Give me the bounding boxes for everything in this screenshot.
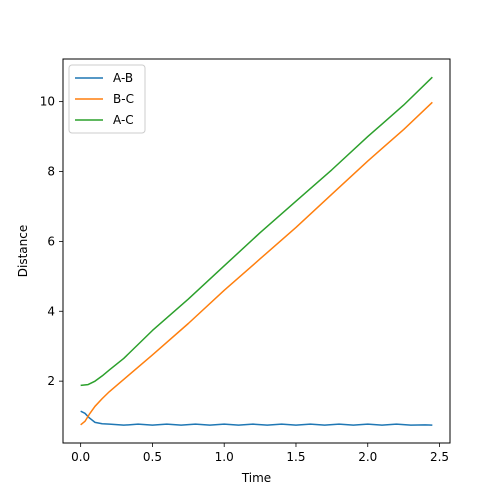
y-tick-label: 10 xyxy=(40,95,55,109)
series-line-a-c xyxy=(80,76,433,387)
series-line-a-b xyxy=(80,410,433,426)
x-tick-label: 0.0 xyxy=(71,450,90,464)
plot-frame xyxy=(62,58,451,444)
y-tick-label: 4 xyxy=(47,304,55,318)
legend-box xyxy=(68,64,146,134)
series-layer xyxy=(80,76,433,426)
y-tick-label: 6 xyxy=(47,234,55,248)
x-tick-label: 1.5 xyxy=(286,450,305,464)
x-tick-label: 2.0 xyxy=(358,450,377,464)
x-tick-label: 2.5 xyxy=(430,450,449,464)
ticks-layer: 0.0 0.5 1.0 1.5 2.0 2.5 2 4 6 8 10 xyxy=(40,95,449,464)
series-line-b-c xyxy=(80,101,433,426)
legend: A-B B-C A-C xyxy=(68,64,146,134)
x-axis-label: Time xyxy=(241,471,271,485)
y-tick-label: 8 xyxy=(47,165,55,179)
x-tick-label: 0.5 xyxy=(143,450,162,464)
legend-label-a-c: A-C xyxy=(113,113,134,127)
y-tick-label: 2 xyxy=(47,374,55,388)
legend-label-a-b: A-B xyxy=(113,71,133,85)
legend-label-b-c: B-C xyxy=(113,92,134,106)
x-tick-label: 1.0 xyxy=(215,450,234,464)
y-axis-label: Distance xyxy=(16,225,30,277)
